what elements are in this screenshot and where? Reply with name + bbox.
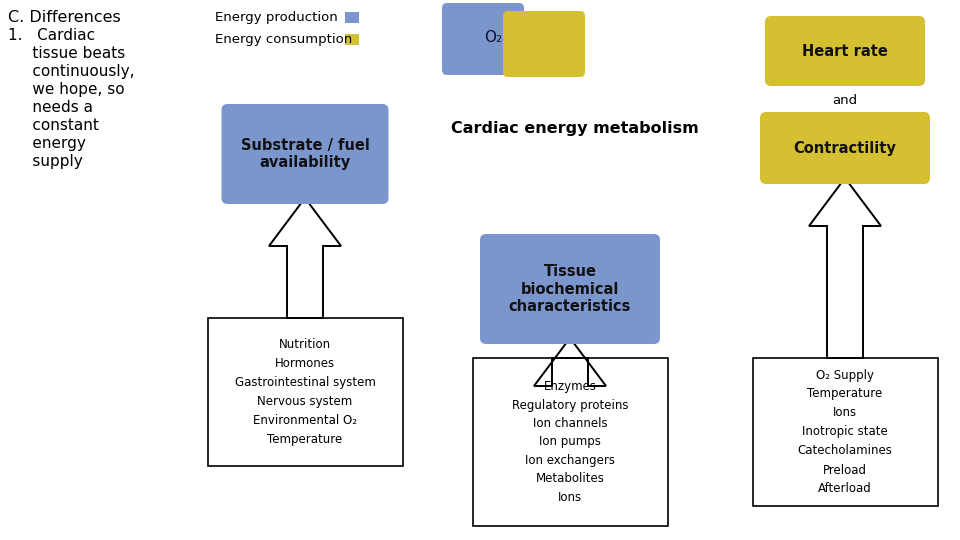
FancyBboxPatch shape (207, 318, 402, 466)
FancyBboxPatch shape (503, 11, 585, 77)
Text: and: and (832, 94, 857, 107)
Text: constant: constant (8, 118, 99, 133)
FancyBboxPatch shape (442, 3, 524, 75)
Text: needs a: needs a (8, 100, 93, 115)
Text: energy: energy (8, 136, 85, 151)
Text: Tissue
biochemical
characteristics: Tissue biochemical characteristics (509, 264, 631, 314)
Text: supply: supply (8, 154, 83, 169)
Text: Contractility: Contractility (794, 140, 897, 156)
Text: Nutrition
Hormones
Gastrointestinal system
Nervous system
Environmental O₂
Tempe: Nutrition Hormones Gastrointestinal syst… (234, 338, 375, 446)
FancyBboxPatch shape (222, 104, 389, 204)
Polygon shape (269, 198, 341, 318)
FancyBboxPatch shape (472, 358, 667, 526)
Text: O₂ Supply
Temperature
Ions
Inotropic state
Catecholamines
Preload
Afterload: O₂ Supply Temperature Ions Inotropic sta… (798, 368, 893, 496)
FancyBboxPatch shape (480, 234, 660, 344)
Text: 1.   Cardiac: 1. Cardiac (8, 28, 95, 43)
Text: Energy production: Energy production (215, 11, 338, 24)
Text: Cardiac energy metabolism: Cardiac energy metabolism (451, 120, 699, 136)
Polygon shape (809, 178, 881, 358)
Bar (345, 34, 359, 45)
Text: O₂: O₂ (484, 30, 502, 45)
Text: Heart rate: Heart rate (802, 44, 888, 58)
FancyBboxPatch shape (765, 16, 925, 86)
Text: we hope, so: we hope, so (8, 82, 125, 97)
FancyBboxPatch shape (760, 112, 930, 184)
Text: continuously,: continuously, (8, 64, 134, 79)
Text: C. Differences: C. Differences (8, 10, 121, 25)
Text: tissue beats: tissue beats (8, 46, 125, 61)
Text: Energy consumption: Energy consumption (215, 33, 352, 46)
Bar (345, 12, 359, 23)
Text: Enzymes
Regulatory proteins
Ion channels
Ion pumps
Ion exchangers
Metabolites
Io: Enzymes Regulatory proteins Ion channels… (512, 380, 628, 504)
FancyBboxPatch shape (753, 358, 938, 506)
Polygon shape (534, 338, 606, 386)
Text: Substrate / fuel
availability: Substrate / fuel availability (241, 138, 370, 170)
